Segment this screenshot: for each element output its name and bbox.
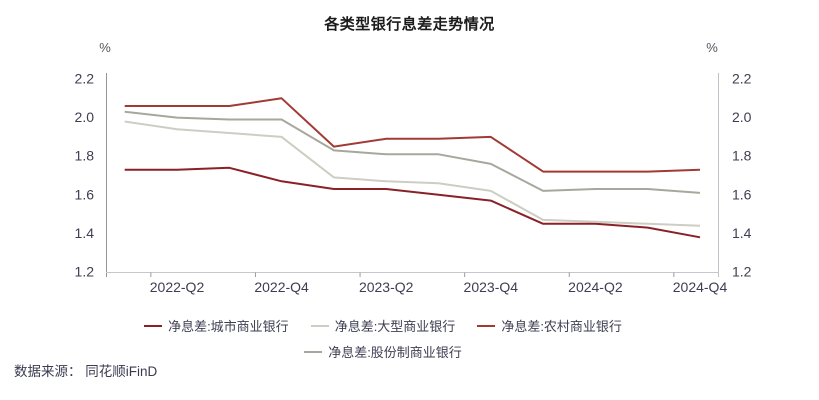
legend-label: 净息差:股份制商业银行 [328, 345, 462, 360]
y-tick-label-left: 1.8 [75, 148, 95, 164]
chart-title: 各类型银行息差走势情况 [324, 16, 495, 33]
y-tick-label-left: 1.2 [75, 264, 95, 280]
legend-item-rural-commercial: 净息差:农村商业银行 [477, 316, 622, 335]
y-tick-label-right: 1.4 [732, 225, 752, 241]
chart-legend: 净息差:城市商业银行 净息差:大型商业银行 净息差:农村商业银行净息差:股份制商业银… [113, 316, 653, 361]
y-axis-unit-left: % [99, 40, 111, 55]
data-source: 数据来源： 同花顺iFinD [14, 364, 158, 379]
series-line-joint-stock-commercial [124, 110, 701, 194]
legend-line-swatch-icon [304, 350, 323, 353]
legend-item-large-commercial: 净息差:大型商业银行 [310, 316, 456, 335]
x-tick-label: 2023-Q2 [359, 279, 414, 295]
y-axis-unit-right: % [706, 40, 718, 55]
y-tick-label-left: 2.2 [75, 71, 95, 87]
legend-item-joint-stock-commercial: 净息差:股份制商业银行 [304, 342, 462, 361]
y-tick-label-right: 2.0 [732, 109, 752, 125]
series-line-city-commercial [124, 166, 701, 239]
series-line-rural-commercial [124, 97, 701, 173]
y-tick-label-left: 1.4 [75, 225, 95, 241]
legend-item-city-commercial: 净息差:城市商业银行 [144, 316, 289, 335]
y-tick-label-left: 2.0 [75, 109, 95, 125]
series-line-large-commercial [124, 120, 701, 227]
y-tick-label-right: 1.2 [732, 264, 752, 280]
legend-label: 净息差:城市商业银行 [168, 319, 289, 334]
legend-label: 净息差:大型商业银行 [334, 319, 456, 334]
legend-label: 净息差:农村商业银行 [501, 319, 622, 334]
legend-line-swatch-icon [310, 324, 329, 327]
y-tick-label-right: 1.6 [732, 186, 752, 202]
x-tick-label: 2022-Q4 [254, 279, 309, 295]
legend-line-swatch-icon [144, 324, 163, 327]
x-tick-label: 2023-Q4 [464, 279, 519, 295]
y-tick-label-left: 1.6 [75, 186, 95, 202]
x-tick-label: 2024-Q2 [568, 279, 623, 295]
legend-line-swatch-icon [477, 324, 496, 327]
y-tick-label-right: 1.8 [732, 148, 752, 164]
y-tick-label-right: 2.2 [732, 71, 752, 87]
x-tick-label: 2022-Q2 [150, 279, 205, 295]
x-tick-label: 2024-Q4 [673, 279, 728, 295]
